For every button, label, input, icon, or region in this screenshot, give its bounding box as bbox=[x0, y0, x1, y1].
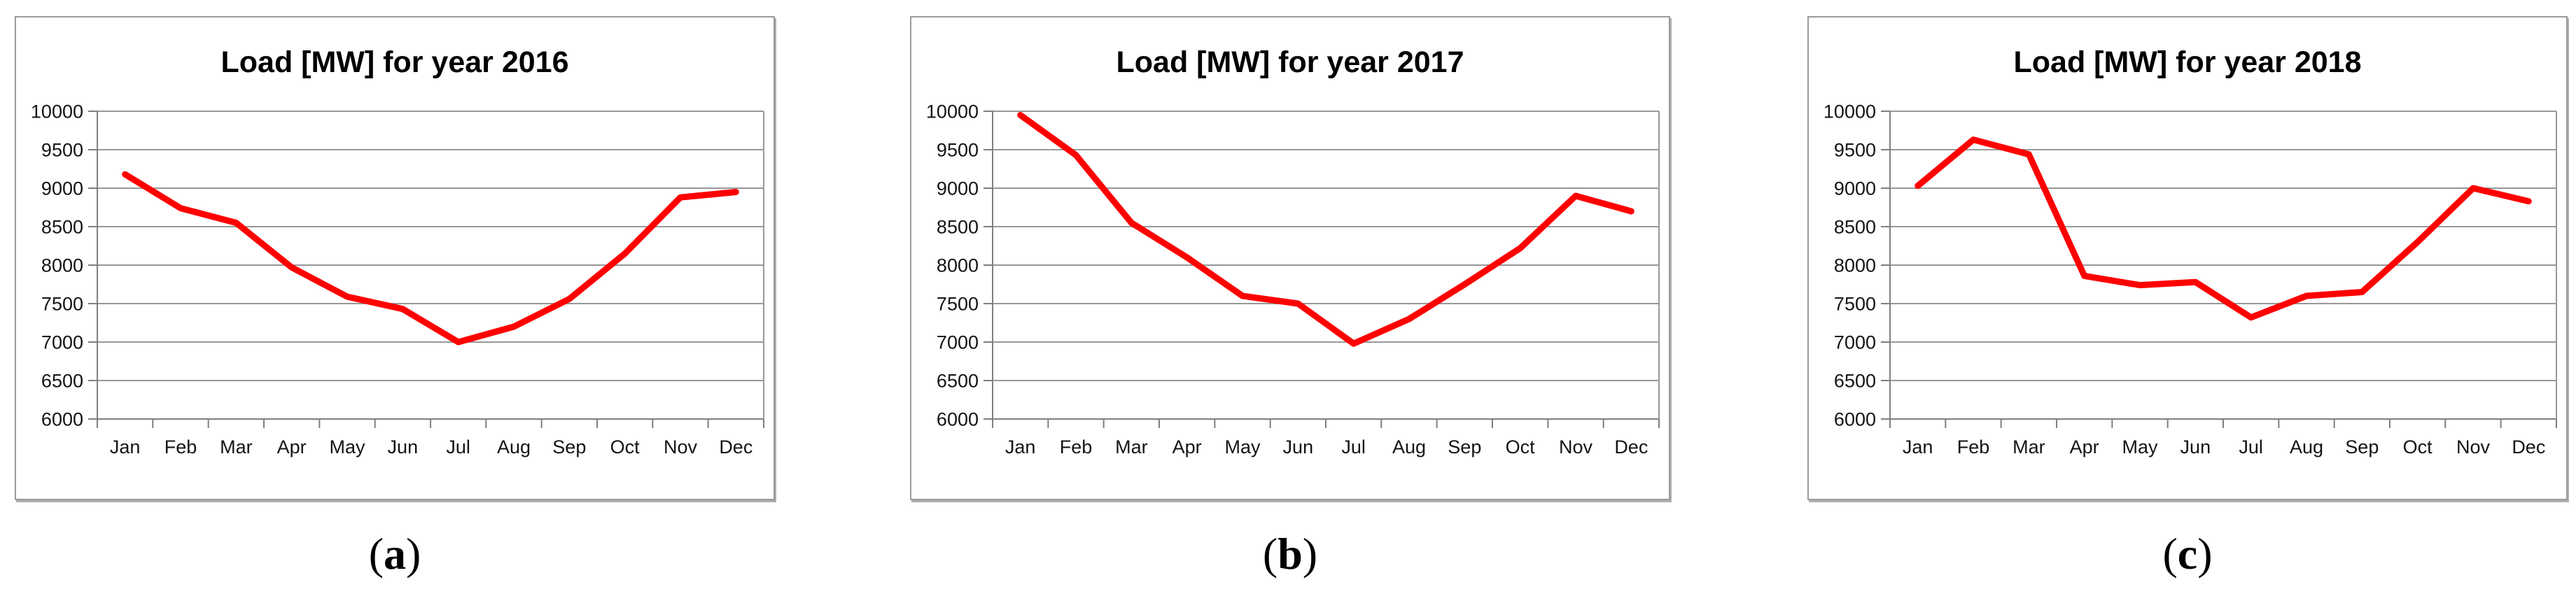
chart-panel-2017: 10000 9500 9000 8500 8000 7500 7000 6500 6000 Jan… bbox=[910, 16, 1670, 500]
caption-a-letter: a bbox=[384, 529, 406, 579]
load-series-line bbox=[1914, 136, 2532, 321]
x-axis-label: Sep bbox=[552, 437, 586, 457]
x-axis-label: Mar bbox=[2012, 437, 2045, 457]
x-axis-label: Apr bbox=[1172, 437, 1202, 457]
y-axis-label: 9500 bbox=[41, 139, 83, 160]
load-chart-2017-svg: 10000 9500 9000 8500 8000 7500 7000 6500 6000 Jan… bbox=[926, 45, 1660, 457]
y-axis-label: 9500 bbox=[937, 139, 979, 160]
chart-panel-2016: 10000 9500 9000 8500 8000 7500 7000 6500 6000 Jan… bbox=[15, 16, 775, 500]
caption-b: (b) bbox=[910, 519, 1670, 589]
y-axis-label: 6500 bbox=[41, 370, 83, 391]
y-axis-label: 10000 bbox=[926, 101, 979, 122]
x-axis-label: Mar bbox=[1115, 437, 1148, 457]
y-axis-label: 7500 bbox=[937, 293, 979, 314]
y-axis-label: 8500 bbox=[1834, 216, 1876, 237]
y-axis-label: 7000 bbox=[41, 332, 83, 353]
y-axis-label: 8500 bbox=[937, 216, 979, 237]
caption-a: (a) bbox=[15, 519, 775, 589]
x-axis-label: Jan bbox=[1005, 437, 1036, 457]
x-axis-label: Oct bbox=[2403, 437, 2433, 457]
y-axis-label: 10000 bbox=[1823, 101, 1876, 122]
x-axis-label: Apr bbox=[2070, 437, 2099, 457]
x-axis-label: Apr bbox=[277, 437, 307, 457]
x-axis-label: Dec bbox=[2512, 437, 2545, 457]
load-chart-2018-svg: 10000 9500 9000 8500 8000 7500 7000 6500 6000 Jan… bbox=[1823, 45, 2557, 457]
x-axis-label: Aug bbox=[497, 437, 531, 457]
x-axis-label: Feb bbox=[1060, 437, 1093, 457]
x-axis-label: May bbox=[329, 437, 365, 457]
caption-b-letter: b bbox=[1278, 529, 1303, 579]
caption-b-close-paren: ) bbox=[1302, 529, 1318, 579]
y-axis-label: 7000 bbox=[937, 332, 979, 353]
caption-c-close-paren: ) bbox=[2197, 529, 2213, 579]
x-axis-label: Nov bbox=[1559, 437, 1593, 457]
caption-b-open-paren: ( bbox=[1262, 529, 1278, 579]
x-axis-label: Feb bbox=[1957, 437, 1990, 457]
x-axis-label: Oct bbox=[610, 437, 640, 457]
chart-title: Load [MW] for year 2017 bbox=[1116, 45, 1464, 79]
y-axis-label: 6000 bbox=[1834, 409, 1876, 430]
y-axis-label: 8000 bbox=[1834, 255, 1876, 276]
x-axis-label: Aug bbox=[1392, 437, 1426, 457]
y-axis-label: 9000 bbox=[937, 178, 979, 199]
y-axis-label: 9000 bbox=[1834, 178, 1876, 199]
x-axis-label: Jun bbox=[1283, 437, 1314, 457]
load-series-line bbox=[122, 171, 739, 346]
chart-title: Load [MW] for year 2016 bbox=[221, 45, 569, 79]
x-axis-label: Jul bbox=[2239, 437, 2263, 457]
caption-c: (c) bbox=[1807, 519, 2568, 589]
chart-title: Load [MW] for year 2018 bbox=[2014, 45, 2362, 79]
y-axis-label: 8000 bbox=[41, 255, 83, 276]
x-axis-label: Nov bbox=[664, 437, 698, 457]
caption-a-open-paren: ( bbox=[368, 529, 384, 579]
x-axis-label: Jun bbox=[388, 437, 419, 457]
y-axis-label: 9000 bbox=[41, 178, 83, 199]
caption-a-close-paren: ) bbox=[406, 529, 421, 579]
y-axis-label: 6500 bbox=[1834, 370, 1876, 391]
y-axis-label: 7000 bbox=[1834, 332, 1876, 353]
x-axis-label: Sep bbox=[2345, 437, 2379, 457]
x-axis-label: Aug bbox=[2290, 437, 2323, 457]
y-axis-label: 7500 bbox=[41, 293, 83, 314]
y-axis-label: 10000 bbox=[31, 101, 83, 122]
y-axis-label: 8000 bbox=[937, 255, 979, 276]
x-axis-label: May bbox=[2122, 437, 2158, 457]
caption-c-letter: c bbox=[2177, 529, 2198, 579]
y-axis-label: 6000 bbox=[937, 409, 979, 430]
load-series-line bbox=[1017, 112, 1634, 347]
caption-c-open-paren: ( bbox=[2162, 529, 2178, 579]
load-chart-2016-svg: 10000 9500 9000 8500 8000 7500 7000 6500 6000 Jan… bbox=[31, 45, 764, 457]
x-axis-label: May bbox=[1224, 437, 1261, 457]
x-axis-label: Nov bbox=[2456, 437, 2491, 457]
y-axis-label: 6000 bbox=[41, 409, 83, 430]
y-axis-label: 9500 bbox=[1834, 139, 1876, 160]
x-axis-label: Mar bbox=[220, 437, 253, 457]
x-axis-label: Jun bbox=[2180, 437, 2211, 457]
x-axis-label: Dec bbox=[719, 437, 752, 457]
x-axis-label: Jan bbox=[110, 437, 141, 457]
y-axis-label: 8500 bbox=[41, 216, 83, 237]
x-axis-label: Oct bbox=[1506, 437, 1536, 457]
x-axis-label: Dec bbox=[1614, 437, 1648, 457]
x-axis-label: Sep bbox=[1448, 437, 1481, 457]
x-axis-label: Jul bbox=[446, 437, 470, 457]
chart-panel-2018: 10000 9500 9000 8500 8000 7500 7000 6500 6000 Jan… bbox=[1807, 16, 2568, 500]
x-axis-label: Jan bbox=[1903, 437, 1933, 457]
y-axis-label: 6500 bbox=[937, 370, 979, 391]
y-axis-label: 7500 bbox=[1834, 293, 1876, 314]
x-axis-label: Jul bbox=[1341, 437, 1366, 457]
x-axis-label: Feb bbox=[164, 437, 197, 457]
